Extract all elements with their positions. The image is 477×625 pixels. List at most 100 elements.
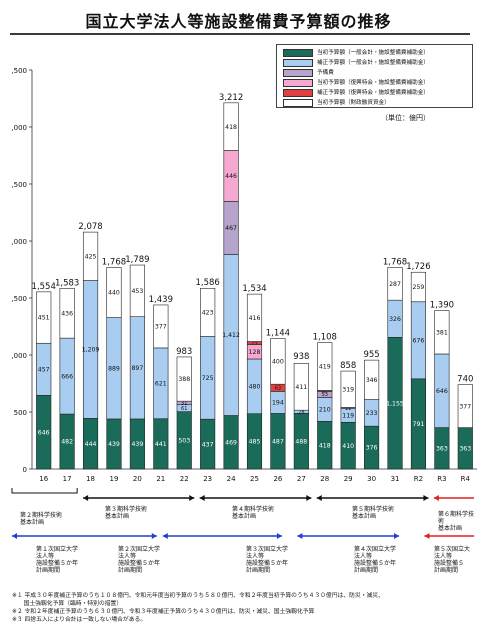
chart-title: 国立大学法人等施設整備費予算額の推移 [85, 12, 392, 31]
total-label: 1,390 [430, 301, 454, 311]
x-tick-label: 16 [39, 475, 48, 483]
total-label: 1,768 [102, 257, 126, 267]
x-tick-label: 29 [344, 475, 353, 483]
x-tick-label: 22 [180, 475, 189, 483]
legend-label: 当初予算額（財政融資資金） [317, 100, 390, 106]
y-tick-label: ,000 [11, 124, 27, 132]
total-label: 1,439 [149, 295, 173, 305]
segment-label: 194 [272, 400, 284, 407]
segment-label: 480 [249, 384, 261, 391]
legend-item: 当初予算額（復興特会・施設整備費補助金） [283, 78, 429, 87]
total-label: 1,554 [32, 282, 56, 292]
footnote: ※３ 四捨五入により合計は一致しない場合がある。 [12, 617, 147, 623]
total-label: 1,768 [383, 257, 407, 267]
total-label: 938 [293, 352, 309, 362]
total-label: 1,789 [125, 255, 149, 265]
y-tick-label: ,000 [11, 238, 27, 246]
y-tick-label: ,000 [11, 352, 27, 360]
legend-swatch [283, 98, 313, 107]
legend-swatch [283, 58, 313, 67]
x-tick-label: 20 [133, 475, 142, 483]
segment-label: 377 [459, 403, 471, 410]
legend-item: 当初予算額（財政融資資金） [283, 98, 390, 107]
segment-label: 446 [225, 173, 237, 180]
science-plan-arrow-head [306, 495, 312, 501]
science-plan-arrow-current-head [433, 495, 439, 501]
legend-label: 当初予算額（一般会計・施設整備費補助金） [317, 50, 429, 56]
x-tick-label: 23 [203, 475, 212, 483]
facility-plan-arrow-head [162, 533, 168, 539]
legend-item: 予備費 [283, 68, 334, 77]
science-plan-arrow-head [83, 495, 89, 501]
segment-label: 400 [272, 359, 284, 366]
science-plan-label: 第４期科学技術 基本計画 [232, 506, 275, 520]
legend-label: 当初予算額（復興特会・施設整備費補助金） [317, 80, 429, 86]
bar-segment [223, 102, 239, 151]
bar-segment [36, 291, 52, 344]
segment-label: 25 [251, 341, 257, 347]
segment-label: 621 [155, 380, 167, 387]
x-tick-label: 31 [391, 475, 400, 483]
bar-segment [82, 231, 99, 281]
bar-segment [340, 370, 356, 408]
unit-label: （単位：億円） [381, 114, 430, 122]
legend: 当初予算額（一般会計・施設整備費補助金） 補正予算額（一般会計・施設整備費補助金… [276, 44, 473, 108]
segment-label: 1,412 [222, 332, 240, 339]
bar-segment [59, 288, 75, 339]
x-tick-label: R3 [437, 475, 446, 483]
segment-label: 119 [342, 413, 354, 420]
facility-plan-arrow-current-head [424, 533, 430, 539]
segment-label: 376 [366, 445, 378, 452]
bar-segment [387, 267, 403, 301]
x-tick-label: 21 [156, 475, 165, 483]
bar-segment [317, 342, 333, 391]
segment-label: 469 [225, 439, 237, 446]
segment-label: 63 [275, 386, 281, 392]
total-label: 1,108 [313, 333, 337, 343]
segment-label: 1,155 [386, 400, 404, 407]
segment-label: 259 [413, 284, 425, 291]
title-underline [10, 33, 470, 35]
total-label: 1,586 [195, 278, 219, 288]
legend-label: 補正予算額（復興特会・施設整備費補助金） [317, 90, 429, 96]
total-label: 858 [340, 361, 356, 371]
legend-swatch [283, 78, 313, 87]
segment-label: 28 [298, 410, 304, 416]
segment-label: 425 [85, 254, 97, 261]
legend-swatch [283, 88, 313, 97]
segment-label: 363 [459, 445, 471, 452]
segment-label: 676 [413, 337, 425, 344]
x-tick-label: 18 [86, 475, 95, 483]
bar-segment [200, 288, 216, 337]
segment-label: 441 [155, 441, 167, 448]
segment-label: 646 [436, 388, 448, 395]
science-plan-arrow-head [423, 495, 429, 501]
bar-segment [129, 264, 145, 317]
segment-label: 363 [436, 445, 448, 452]
segment-label: 666 [61, 373, 73, 380]
legend-item: 当初予算額（一般会計・施設整備費補助金） [283, 48, 429, 57]
x-tick-label: R4 [461, 475, 471, 483]
segment-label: 485 [249, 439, 261, 446]
y-tick-label: ,500 [11, 181, 27, 189]
facility-plan-arrow-head [394, 533, 400, 539]
segment-label: 440 [108, 290, 120, 297]
segment-label: 53 [322, 392, 328, 398]
legend-item: 補正予算額（復興特会・施設整備費補助金） [283, 88, 429, 97]
segment-label: 437 [202, 441, 214, 448]
segment-label: 287 [389, 281, 401, 288]
legend-swatch [283, 68, 313, 77]
y-tick-label: 0 [23, 466, 27, 474]
x-tick-label: 17 [63, 475, 72, 483]
bar-segment [293, 363, 309, 411]
segment-label: 411 [295, 384, 307, 391]
segment-label: 453 [131, 288, 143, 295]
science-plan-arrow-head [189, 495, 195, 501]
science-plan-arrow-head [199, 495, 205, 501]
legend-label: 予備費 [317, 70, 334, 76]
science-plan-arrow-head [316, 495, 322, 501]
segment-label: 31 [181, 401, 187, 407]
segment-label: 436 [61, 310, 73, 317]
segment-label: 210 [319, 407, 331, 414]
